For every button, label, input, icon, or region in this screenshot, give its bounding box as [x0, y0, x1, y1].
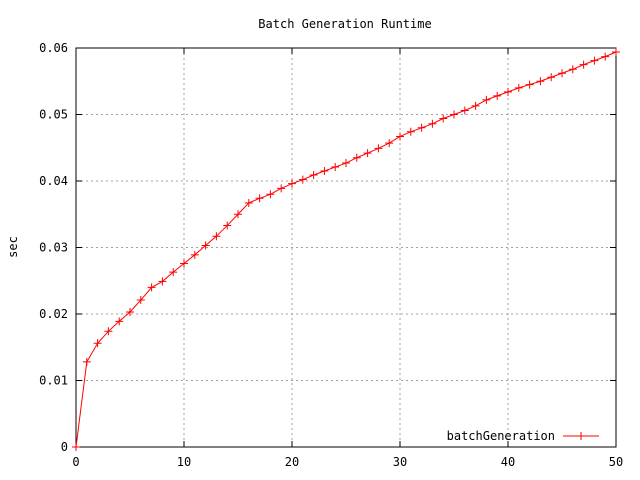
- data-point: [266, 190, 274, 198]
- data-point: [547, 73, 555, 81]
- data-point: [256, 194, 264, 202]
- data-point: [353, 154, 361, 162]
- data-point: [299, 176, 307, 184]
- data-point: [418, 124, 426, 132]
- data-point: [83, 358, 91, 366]
- x-tick-label: 30: [393, 455, 407, 469]
- data-point: [385, 139, 393, 147]
- x-tick-label: 40: [501, 455, 515, 469]
- data-point: [461, 107, 469, 115]
- y-tick-label: 0.02: [39, 307, 68, 321]
- legend-marker-plus: [577, 432, 585, 440]
- x-tick-label: 10: [177, 455, 191, 469]
- data-point: [493, 92, 501, 100]
- y-axis-label: sec: [6, 236, 20, 258]
- legend: batchGeneration: [447, 429, 599, 443]
- data-point: [407, 128, 415, 136]
- data-point: [310, 171, 318, 179]
- data-point: [580, 61, 588, 69]
- y-tick-label: 0.04: [39, 174, 68, 188]
- data-point: [320, 167, 328, 175]
- data-point: [439, 114, 447, 122]
- data-point: [342, 159, 350, 167]
- data-point: [331, 163, 339, 171]
- data-point: [515, 84, 523, 92]
- data-point: [374, 144, 382, 152]
- data-point: [72, 443, 80, 451]
- data-point: [526, 81, 534, 89]
- data-point: [364, 149, 372, 157]
- y-tick-label: 0.05: [39, 108, 68, 122]
- y-tick-label: 0: [61, 440, 68, 454]
- data-point: [569, 65, 577, 73]
- data-point: [536, 77, 544, 85]
- y-tick-label: 0.03: [39, 241, 68, 255]
- series-layer: [72, 48, 620, 451]
- data-point: [590, 57, 598, 65]
- data-point: [612, 48, 620, 56]
- data-point: [277, 184, 285, 192]
- chart-title: Batch Generation Runtime: [258, 17, 431, 31]
- data-point: [428, 120, 436, 128]
- data-point: [288, 180, 296, 188]
- x-tick-label: 20: [285, 455, 299, 469]
- data-point: [472, 102, 480, 110]
- data-point: [558, 69, 566, 77]
- x-tick-label: 0: [72, 455, 79, 469]
- legend-label: batchGeneration: [447, 429, 555, 443]
- data-point: [396, 132, 404, 140]
- data-point: [450, 111, 458, 119]
- y-tick-label: 0.06: [39, 41, 68, 55]
- series-line: [76, 52, 616, 447]
- data-point: [482, 96, 490, 104]
- legend-marker: [577, 432, 585, 440]
- axis-ticks: 0 0.01 0.02 0.03 0.04 0.05 0.06 0 10 20 30 40 50: [39, 41, 623, 469]
- grid: [76, 48, 616, 447]
- data-point: [504, 88, 512, 96]
- data-point: [601, 53, 609, 61]
- x-tick-label: 50: [609, 455, 623, 469]
- y-tick-label: 0.01: [39, 374, 68, 388]
